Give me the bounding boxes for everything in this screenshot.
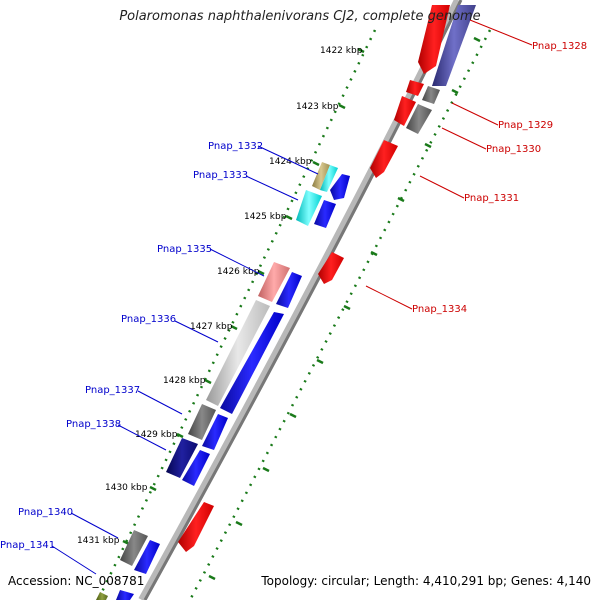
left-leader-lines	[51, 145, 319, 575]
tick-label: 1431 kbp	[77, 536, 120, 546]
tick-track-right	[188, 29, 492, 600]
gene-feature-1335b[interactable]	[276, 272, 302, 308]
gene-label-1329[interactable]: Pnap_1329	[498, 120, 553, 131]
gene-feature-1334[interactable]	[318, 252, 344, 284]
gene-label-1335[interactable]: Pnap_1335	[157, 244, 212, 255]
tick-label: 1427 kbp	[190, 322, 233, 332]
gene-feature-1338b[interactable]	[182, 450, 210, 486]
gene-feature-1328[interactable]	[418, 5, 450, 74]
gene-feature-1336a[interactable]	[206, 300, 270, 406]
gene-label-1331[interactable]: Pnap_1331	[464, 193, 519, 204]
gene-label-1341[interactable]: Pnap_1341	[0, 540, 55, 551]
gene-feature-1340b[interactable]	[134, 540, 160, 574]
tick-label: 1423 kbp	[296, 102, 339, 112]
tick-label: 1426 kbp	[217, 267, 260, 277]
gene-label-1336[interactable]: Pnap_1336	[121, 314, 176, 325]
gene-label-1328[interactable]: Pnap_1328	[532, 41, 587, 52]
tick-label: 1430 kbp	[105, 483, 148, 493]
gene-label-1330[interactable]: Pnap_1330	[486, 144, 541, 155]
tick-label: 1425 kbp	[244, 212, 287, 222]
gene-feature-1337a[interactable]	[188, 404, 216, 440]
gene-label-1338[interactable]: Pnap_1338	[66, 419, 121, 430]
right-leader-lines	[365, 19, 533, 310]
tick-label: 1424 kbp	[269, 157, 312, 167]
gene-label-1334[interactable]: Pnap_1334	[412, 304, 467, 315]
gene-label-1340[interactable]: Pnap_1340	[18, 507, 73, 518]
gene-feature-1336b[interactable]	[220, 312, 284, 414]
topology-text: Topology: circular; Length: 4,410,291 bp…	[261, 574, 591, 588]
gene-feature-1331[interactable]	[370, 140, 398, 178]
gene-feature-1332c[interactable]	[330, 174, 350, 200]
tick-label: 1428 kbp	[163, 376, 206, 386]
gene-label-1332[interactable]: Pnap_1332	[208, 141, 263, 152]
genome-title: Polaromonas naphthalenivorans CJ2, compl…	[119, 9, 481, 24]
gene-feature-1329b[interactable]	[422, 86, 440, 104]
gene-feature-1341a[interactable]	[96, 592, 108, 600]
genome-backbone	[138, 0, 462, 600]
gene-feature-1338a[interactable]	[166, 438, 198, 478]
gene-feature-1332b[interactable]	[320, 165, 338, 192]
gene-feature-1332a[interactable]	[312, 162, 330, 190]
gene-feature-1341b[interactable]	[116, 590, 134, 600]
gene-feature-red-lower[interactable]	[178, 502, 214, 552]
gene-feature-1337b[interactable]	[202, 414, 228, 450]
tick-label: 1422 kbp	[320, 46, 363, 56]
gene-feature-1340a[interactable]	[120, 530, 148, 566]
gene-feature-1330a[interactable]	[394, 96, 416, 126]
gene-feature-1329a[interactable]	[406, 80, 424, 96]
gene-feature-1335[interactable]	[258, 262, 290, 302]
gene-feature-1330b[interactable]	[406, 104, 432, 134]
gene-label-1333[interactable]: Pnap_1333	[193, 170, 248, 181]
gene-feature-1333b[interactable]	[314, 200, 336, 228]
genome-backbone-shade	[143, 0, 463, 600]
tick-track-left	[96, 29, 377, 600]
tick-marks	[122, 36, 481, 581]
gene-label-1337[interactable]: Pnap_1337	[85, 385, 140, 396]
gene-feature-1333a[interactable]	[296, 190, 322, 226]
tick-label: 1429 kbp	[135, 430, 178, 440]
tick-labels: 1422 kbp 1423 kbp 1424 kbp 1425 kbp 1426…	[77, 46, 363, 546]
gene-feature-purple[interactable]	[432, 5, 476, 86]
accession-text: Accession: NC_008781	[8, 574, 145, 588]
